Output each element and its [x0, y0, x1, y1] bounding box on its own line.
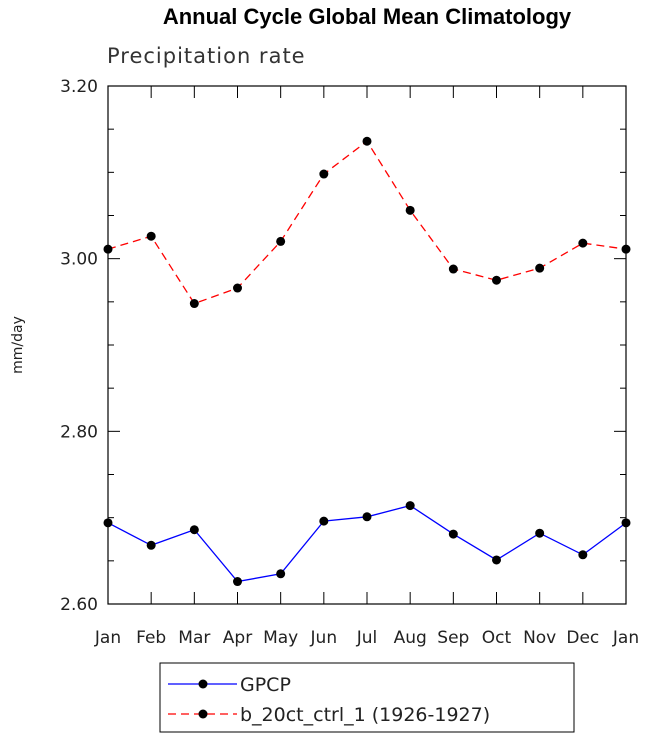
- legend-items: GPCP b_20ct_ctrl_1 (1926-1927): [168, 674, 490, 726]
- data-point: [621, 518, 631, 528]
- data-point: [362, 512, 372, 522]
- chart-title: Annual Cycle Global Mean Climatology: [163, 4, 572, 29]
- y-axis-label: mm/day: [10, 316, 26, 374]
- data-point: [189, 299, 199, 309]
- data-point: [146, 540, 156, 550]
- chart-subtitle: Precipitation rate: [107, 44, 306, 68]
- series-line-1: [107, 140, 627, 305]
- data-point: [448, 529, 458, 539]
- x-tick-label: Mar: [178, 628, 210, 648]
- data-point: [103, 518, 113, 528]
- data-point: [276, 236, 286, 246]
- data-point: [578, 550, 588, 560]
- x-tick-label: Jan: [612, 628, 639, 648]
- x-tick-label: Jun: [310, 628, 338, 648]
- legend-box: [159, 662, 575, 733]
- data-point: [103, 244, 113, 254]
- x-tick-label: Feb: [136, 628, 166, 648]
- data-point: [535, 528, 545, 538]
- data-point: [146, 231, 156, 241]
- data-point: [448, 264, 458, 274]
- data-point: [492, 555, 501, 565]
- data-point: [189, 525, 199, 535]
- legend-marker-1: [198, 709, 208, 719]
- legend-marker-0: [198, 679, 208, 689]
- y-tick-label: 3.00: [60, 250, 98, 270]
- x-tick-label: Aug: [394, 628, 427, 648]
- data-point: [276, 569, 286, 579]
- y-axis-ticks: 2.60 2.80 3.00 3.20: [60, 77, 626, 615]
- y-tick-label: 3.20: [60, 77, 98, 97]
- data-point: [319, 169, 329, 179]
- x-tick-label: Jul: [356, 628, 378, 648]
- x-tick-label: May: [263, 628, 298, 648]
- plot-frame: [107, 85, 627, 605]
- data-point: [233, 283, 242, 293]
- data-point: [233, 577, 242, 587]
- x-tick-label: Dec: [566, 628, 599, 648]
- x-tick-label: Oct: [482, 628, 512, 648]
- data-point: [405, 501, 415, 511]
- data-point: [578, 238, 588, 248]
- x-tick-label: Apr: [223, 628, 252, 648]
- legend-label-0: GPCP: [240, 674, 291, 696]
- data-point: [405, 205, 415, 215]
- data-point: [535, 263, 545, 273]
- y-tick-label: 2.80: [60, 422, 98, 442]
- data-point: [492, 275, 501, 285]
- data-point: [621, 244, 631, 254]
- legend: GPCP b_20ct_ctrl_1 (1926-1927): [159, 662, 575, 733]
- x-axis-ticks: Jan Feb Mar Apr May Jun Jul Aug Sep Oct Nov Dec Jan: [94, 86, 639, 648]
- x-tick-label: Sep: [437, 628, 469, 648]
- legend-label-1: b_20ct_ctrl_1 (1926-1927): [240, 704, 490, 726]
- x-tick-label: Jan: [94, 628, 121, 648]
- x-tick-label: Nov: [523, 628, 556, 648]
- data-point: [319, 516, 329, 526]
- data-point: [362, 136, 372, 146]
- series-layer: [103, 136, 631, 587]
- y-tick-label: 2.60: [60, 595, 98, 615]
